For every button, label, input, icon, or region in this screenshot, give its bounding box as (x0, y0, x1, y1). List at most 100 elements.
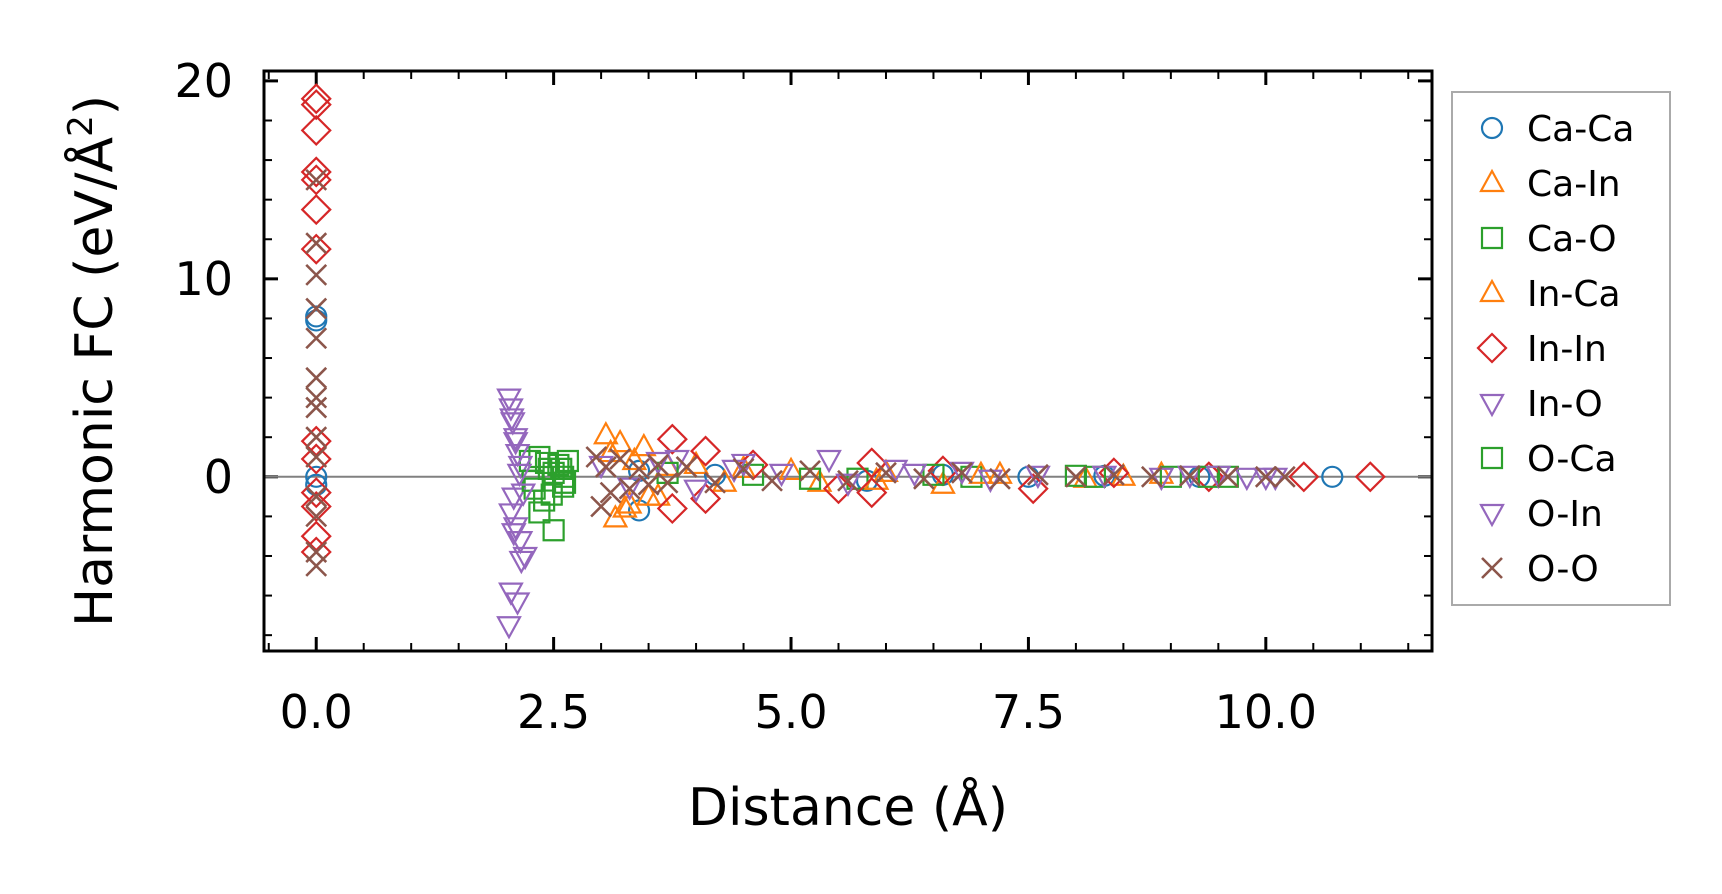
legend-label-ca-o: Ca-O (1527, 219, 1617, 260)
point-in-in (1017, 473, 1049, 505)
point-o-o (732, 457, 755, 480)
point-o-o (837, 469, 859, 492)
legend-marker-o-in (1479, 503, 1505, 528)
x-tick-label: 2.5 (517, 685, 590, 739)
point-o-in (502, 432, 529, 456)
point-o-o (675, 455, 698, 478)
point-in-in (690, 435, 722, 467)
legend-entry-ca-ca: Ca-Ca (1480, 109, 1634, 150)
point-in-in (300, 490, 332, 523)
point-in-o (664, 449, 690, 474)
point-o-o (305, 232, 328, 255)
point-o-o (305, 297, 328, 320)
point-in-in (300, 83, 332, 115)
legend-label-in-o: In-O (1527, 384, 1603, 425)
point-o-o (305, 396, 328, 419)
legend-marker-in-o (1479, 393, 1505, 418)
point-ca-ca (703, 463, 727, 486)
point-o-in (506, 463, 533, 488)
point-o-o (1027, 463, 1049, 486)
point-in-in (822, 473, 855, 505)
legend-marker-in-ca (1479, 278, 1505, 303)
data-points (300, 83, 1386, 640)
point-ca-in (630, 432, 657, 457)
point-o-o (761, 469, 783, 492)
point-o-o (305, 554, 328, 577)
point-in-o (816, 449, 842, 474)
point-o-o (305, 366, 328, 389)
x-tick-label: 10.0 (1215, 685, 1317, 739)
point-in-in (300, 233, 332, 265)
point-ca-ca (1321, 465, 1344, 488)
point-in-o (496, 616, 522, 640)
x-tick-label: 5.0 (754, 685, 827, 739)
point-o-o (989, 467, 1011, 490)
plot-frame (262, 69, 1434, 653)
point-o-o (305, 327, 328, 350)
point-o-o (590, 495, 613, 518)
point-o-o (875, 461, 897, 484)
point-o-in (498, 408, 525, 432)
point-in-o (502, 517, 529, 541)
legend-entry-in-o: In-O (1479, 384, 1603, 425)
point-in-in (656, 492, 688, 525)
legend-entry-ca-in: Ca-In (1479, 164, 1621, 205)
point-in-o (1233, 467, 1260, 492)
point-ca-o (542, 519, 565, 542)
legend-entry-o-in: O-In (1479, 494, 1603, 535)
point-o-o (1178, 464, 1201, 487)
point-ca-in (592, 420, 619, 445)
point-o-o (1140, 465, 1163, 488)
point-ca-o (547, 453, 570, 477)
point-ca-ca (305, 309, 328, 332)
point-o-in (683, 479, 709, 503)
point-o-o (305, 426, 328, 449)
point-in-ca (968, 460, 994, 484)
point-o-o (656, 471, 679, 494)
legend-label-o-ca: O-Ca (1527, 439, 1617, 480)
point-o-o (628, 457, 651, 480)
axis-ticks (264, 71, 1432, 651)
legend-marker-in-in (1476, 332, 1508, 364)
legend-label-o-o: O-O (1527, 549, 1599, 590)
point-o-in (768, 463, 795, 488)
series-in-in (300, 83, 1386, 568)
y-axis-label-superscript: 2 (61, 115, 101, 137)
point-in-in (300, 194, 332, 226)
point-o-o (637, 473, 660, 496)
tick-labels: 0.0 2.5 5.0 7.5 10.0 0 10 20 (174, 54, 1317, 739)
legend-entry-ca-o: Ca-O (1480, 219, 1617, 260)
point-in-ca (621, 446, 648, 471)
point-o-o (599, 481, 622, 504)
point-o-o (704, 471, 726, 494)
legend-entry-in-ca: In-Ca (1479, 274, 1621, 315)
point-o-o (305, 446, 328, 468)
point-ca-o (556, 449, 579, 473)
y-tick-label: 20 (174, 54, 233, 108)
legend-entry-in-in: In-In (1476, 329, 1607, 370)
point-o-in (500, 523, 527, 547)
series-o-o (305, 168, 1296, 577)
point-o-o (594, 455, 617, 478)
point-in-o (498, 503, 524, 527)
point-ca-ca (305, 473, 328, 496)
point-o-o (1254, 465, 1277, 488)
point-in-o (507, 455, 534, 480)
point-o-o (305, 386, 328, 409)
legend: Ca-Ca Ca-In Ca-O In-Ca In-In In-O O-Ca O-In O-O (1451, 91, 1671, 606)
y-axis-label: Harmonic FC (eV/Å2) (61, 95, 125, 627)
point-ca-o (552, 465, 575, 488)
point-in-in (1288, 461, 1320, 493)
legend-entry-o-o: O-O (1481, 549, 1599, 590)
point-in-in (300, 89, 332, 121)
point-in-o (504, 443, 531, 468)
point-o-o (305, 168, 328, 191)
legend-label-ca-in: Ca-In (1527, 164, 1621, 205)
point-in-o (949, 461, 975, 486)
point-o-o (951, 461, 973, 484)
point-in-ca (611, 494, 638, 518)
legend-marker-ca-in (1479, 168, 1505, 193)
point-in-in (656, 423, 688, 455)
point-ca-in (930, 470, 956, 494)
